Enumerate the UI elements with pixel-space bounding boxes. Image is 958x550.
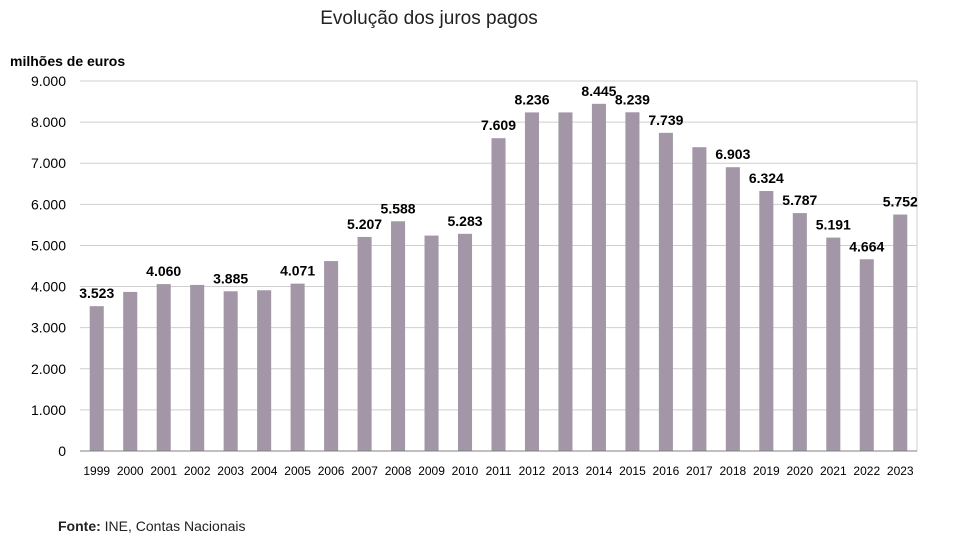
x-tick-label: 2023 xyxy=(887,464,914,478)
data-label: 5.191 xyxy=(816,217,851,233)
y-tick-label: 4.000 xyxy=(31,279,66,295)
x-tick-label: 2002 xyxy=(184,464,211,478)
y-axis-title: milhões de euros xyxy=(10,53,125,69)
data-label: 5.283 xyxy=(447,213,482,229)
x-tick-label: 2004 xyxy=(251,464,278,478)
data-label: 8.445 xyxy=(581,83,616,99)
x-tick-label: 2015 xyxy=(619,464,646,478)
bar-2020 xyxy=(792,213,807,451)
bar-2012 xyxy=(524,112,540,452)
data-label: 4.664 xyxy=(849,238,884,254)
data-label: 8.236 xyxy=(514,91,549,107)
bar-2022 xyxy=(859,259,874,451)
y-tick-label: 3.000 xyxy=(31,320,66,336)
x-tick-label: 2006 xyxy=(318,464,345,478)
bar-2007 xyxy=(357,236,372,451)
bar-1999 xyxy=(89,306,104,451)
x-tick-label: 2008 xyxy=(385,464,412,478)
y-tick-label: 5.000 xyxy=(31,237,66,253)
data-label: 7.739 xyxy=(648,112,683,128)
x-tick-label: 2011 xyxy=(486,464,512,478)
y-tick-label: 6.000 xyxy=(31,196,66,212)
bar-2002 xyxy=(190,284,205,451)
bar-2014 xyxy=(591,103,606,452)
bars xyxy=(89,103,908,452)
y-axis-ticks: 0 1.000 2.000 3.000 4.000 5.000 6.000 7.000 8.00… xyxy=(31,73,66,459)
bar-2005 xyxy=(290,283,305,451)
data-label: 8.239 xyxy=(615,91,650,107)
x-tick-label: 2009 xyxy=(418,464,445,478)
x-tick-label: 2019 xyxy=(753,464,780,478)
chart-title: Evolução dos juros pagos xyxy=(320,8,538,29)
bar-2000 xyxy=(123,291,138,451)
x-tick-label: 2016 xyxy=(653,464,680,478)
source-text: INE, Contas Nacionais xyxy=(100,518,246,534)
y-tick-label: 0 xyxy=(58,443,66,459)
source-note: Fonte: INE, Contas Nacionais xyxy=(58,518,246,534)
bar-2015 xyxy=(625,112,640,451)
x-tick-label: 2014 xyxy=(586,464,613,478)
data-label: 6.903 xyxy=(715,146,750,162)
y-tick-label: 7.000 xyxy=(31,155,66,171)
data-label: 4.071 xyxy=(280,263,315,279)
y-tick-label: 1.000 xyxy=(31,402,66,418)
data-label: 5.588 xyxy=(381,200,416,216)
data-label: 5.787 xyxy=(782,192,817,208)
bar-2023 xyxy=(893,214,908,451)
bar-2019 xyxy=(759,191,774,451)
x-tick-label: 2022 xyxy=(853,464,880,478)
x-tick-label: 2012 xyxy=(519,464,546,478)
x-tick-label: 2010 xyxy=(452,464,479,478)
data-label: 5.752 xyxy=(883,194,918,210)
x-tick-label: 2021 xyxy=(820,464,847,478)
bar-2011 xyxy=(491,138,506,452)
x-tick-label: 2020 xyxy=(786,464,813,478)
y-tick-label: 9.000 xyxy=(31,73,66,89)
bar-2010 xyxy=(457,233,473,451)
x-tick-label: 2018 xyxy=(720,464,747,478)
data-label: 5.207 xyxy=(347,216,382,232)
x-tick-label: 2013 xyxy=(552,464,579,478)
bar-2006 xyxy=(324,261,339,451)
source-label: Fonte: xyxy=(58,518,101,534)
bar-2017 xyxy=(692,147,707,451)
x-tick-label: 1999 xyxy=(83,464,110,478)
bar-2013 xyxy=(558,112,573,452)
x-tick-label: 2000 xyxy=(117,464,144,478)
y-tick-label: 2.000 xyxy=(31,361,66,377)
x-tick-label: 2001 xyxy=(150,464,177,478)
data-label: 4.060 xyxy=(146,263,181,279)
data-label: 7.609 xyxy=(481,117,516,133)
y-tick-label: 8.000 xyxy=(31,114,66,130)
bar-2009 xyxy=(424,235,439,451)
bar-2008 xyxy=(391,221,406,451)
data-label: 3.523 xyxy=(79,285,114,301)
bar-2016 xyxy=(658,132,673,451)
x-tick-label: 2007 xyxy=(351,464,378,478)
bar-2021 xyxy=(826,237,841,451)
bar-2004 xyxy=(257,290,272,451)
x-tick-label: 2017 xyxy=(686,464,713,478)
x-tick-label: 2003 xyxy=(217,464,244,478)
bar-2018 xyxy=(725,167,740,451)
x-axis-ticks: 1999 2000 2001 2002 2003 2004 2005 2006 2007 2008… xyxy=(83,464,914,478)
data-label: 6.324 xyxy=(749,170,784,186)
x-tick-label: 2005 xyxy=(284,464,311,478)
data-label: 3.885 xyxy=(213,270,248,286)
bar-2001 xyxy=(156,284,171,451)
bar-2003 xyxy=(223,291,238,451)
